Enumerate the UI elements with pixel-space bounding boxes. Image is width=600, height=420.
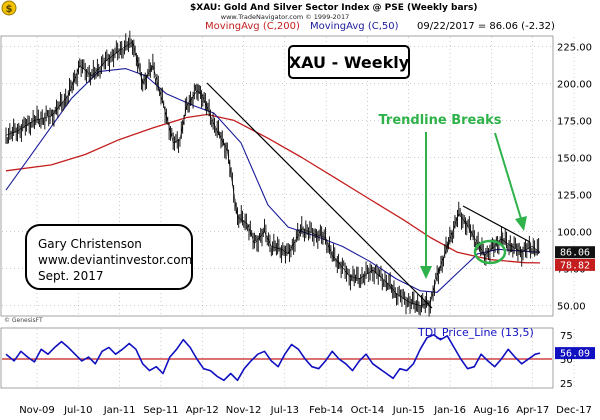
title-box: XAU - Weekly: [288, 45, 410, 79]
trendline-breaks-label: Trendline Breaks: [378, 113, 501, 128]
x-tick-label: Jan-11: [103, 405, 136, 416]
x-axis: Nov-09 Jul-10 Jan-11 Sep-11 Apr-12 Nov-12 Jul-…: [19, 405, 592, 416]
x-tick-label: Aug-16: [473, 405, 509, 416]
tdi-line: [5, 333, 541, 382]
watermark-text: © GenesisFT: [4, 317, 43, 324]
x-tick-label: Apr-12: [186, 405, 219, 416]
tdi-y-tick-label: 50: [560, 355, 573, 366]
ma50-line: [5, 68, 541, 293]
author-box: Gary Christenson www.deviantinvestor.com…: [25, 224, 193, 290]
ma200-value-badge: 78.82: [555, 258, 595, 271]
app-logo: $: [1, 0, 17, 16]
x-tick-label: Feb-14: [309, 405, 343, 416]
x-tick-label: Jul-10: [63, 405, 92, 416]
tdi-value-text: 56.09: [560, 349, 590, 360]
price-y-tick-label: 175.00: [557, 116, 592, 127]
author-website: www.deviantinvestor.com: [38, 253, 192, 267]
price-series-group: [5, 30, 541, 317]
price-y-tick-label: 50.00: [557, 302, 586, 313]
x-tick-label: Jun-15: [392, 405, 425, 416]
price-y-tick-label: 225.00: [557, 42, 592, 53]
price-line: [5, 41, 541, 306]
price-y-tick-label: 125.00: [557, 191, 592, 202]
x-tick-label: Nov-09: [19, 405, 55, 416]
author-date: Sept. 2017: [38, 269, 104, 283]
tdi-y-tick-label: 75: [560, 331, 573, 342]
ma200-label: MovingAvg (C,200): [205, 21, 300, 32]
chart-header-title: $XAU: Gold And Silver Sector Index @ PSE…: [190, 3, 477, 13]
x-tick-label: Dec-17: [556, 405, 592, 416]
trendline-2012-2016: [206, 82, 433, 309]
price-y-tick-label: 100.00: [557, 228, 592, 239]
tdi-value-badge: 56.09: [555, 347, 595, 360]
x-tick-label: Sep-11: [143, 405, 178, 416]
price-value-text: 86.06: [560, 248, 590, 259]
svg-text:$: $: [6, 4, 13, 15]
price-value-badge: 86.06: [555, 246, 595, 259]
indicator-panel-frame: [0, 327, 554, 389]
price-y-axis: 225.00200.00175.00150.00125.00100.0075.0…: [557, 42, 592, 312]
price-y-tick-label: 200.00: [557, 79, 592, 90]
price-y-tick-label: 150.00: [557, 153, 592, 164]
grid-lines: [2, 37, 575, 387]
tdi-y-tick-label: 25: [560, 379, 573, 390]
trendline-break-arrow-2: [494, 132, 527, 231]
ma200-value-text: 78.82: [560, 260, 590, 271]
copyright-text: www.TradeNavigator.com © 1999-2017: [221, 13, 349, 21]
date-value-label: 09/22/2017 = 86.06 (-2.32): [417, 21, 555, 32]
x-tick-label: Apr-17: [516, 405, 549, 416]
trendline-break-arrow-1: [420, 132, 432, 279]
trendline-2016-2017: [462, 205, 531, 243]
tdi-series-group: [2, 333, 552, 382]
breakout-circle: [473, 239, 507, 265]
ma200-line: [5, 113, 541, 264]
title-box-text: XAU - Weekly: [289, 53, 410, 72]
tdi-y-axis: 75 50 25: [560, 331, 573, 390]
x-tick-label: Jul-13: [270, 405, 299, 416]
author-name: Gary Christenson: [38, 237, 142, 251]
price-bars: [5, 30, 540, 317]
ma50-label: MovingAvg (C,50): [310, 21, 399, 32]
x-tick-label: Nov-12: [226, 405, 262, 416]
x-tick-label: Oct-14: [351, 405, 385, 416]
price-panel-frame: [0, 35, 554, 317]
x-tick-label: Jan-16: [433, 405, 466, 416]
tdi-title: TDI_Price_Line (13,5): [417, 326, 534, 339]
